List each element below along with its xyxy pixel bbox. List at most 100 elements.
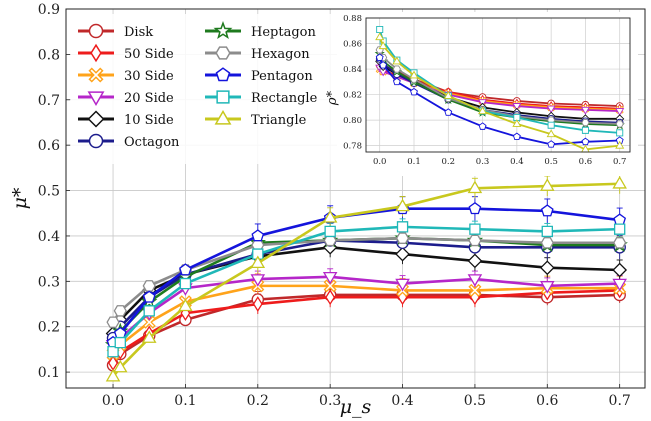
y-tick-label: 0.1 [38, 365, 60, 381]
legend-item-rectangle: Rectangle [205, 90, 318, 106]
data-point-triangle [250, 255, 266, 269]
inset-y-tick-label: 0.78 [343, 142, 362, 152]
legend-label: Pentagon [251, 69, 313, 84]
legend-marker [88, 23, 104, 39]
x-tick-label: 0.4 [391, 393, 413, 409]
series-rectangle [107, 221, 626, 358]
data-point-20-side [540, 281, 555, 294]
data-point-pentagon [251, 229, 265, 242]
y-axis-label: μ* [9, 187, 31, 209]
data-point-triangle [395, 198, 410, 212]
inset-series-group [374, 25, 625, 153]
legend-label: Octagon [124, 135, 180, 150]
inset-y-tick-label: 0.80 [343, 116, 362, 126]
y-tick-label: 0.5 [38, 184, 60, 200]
inset-data-point [512, 132, 521, 141]
inset-data-point [375, 53, 384, 61]
data-point-triangle [322, 210, 338, 223]
legend-marker [87, 91, 105, 106]
data-point-triangle [178, 298, 193, 312]
inset-data-point [581, 119, 590, 127]
data-point-20-side [612, 278, 627, 292]
legend-item-50-side: 50 Side [78, 43, 174, 63]
main-y-ticks: 0.1 0.2 0.3 0.4 0.5 0.6 0.7 0.8 0.9 [38, 2, 70, 381]
y-tick-label: 0.2 [38, 320, 60, 336]
data-point-pentagon [142, 290, 156, 303]
inset-data-point [615, 120, 624, 128]
data-point-10-side [612, 262, 628, 278]
inset-data-point [615, 140, 625, 149]
main-series-group [104, 176, 628, 382]
y-tick-label: 0.9 [38, 2, 60, 18]
inset-data-point [580, 106, 590, 115]
series-line-10-side [111, 245, 620, 335]
inset-series-line [378, 36, 620, 151]
inset-data-point [478, 122, 487, 130]
inset-data-point [444, 108, 453, 116]
legend-item-pentagon: Pentagon [205, 67, 313, 84]
legend-item-hexagon: Hexagon [205, 46, 310, 62]
inset-x-tick-label: 0.1 [407, 157, 421, 167]
inset-x-tick-label: 0.0 [373, 157, 387, 167]
legend-label: Rectangle [251, 91, 318, 106]
main-plot-frame [65, 8, 646, 389]
legend-marker [87, 110, 105, 128]
legend-item-octagon: Octagon [78, 133, 180, 150]
inset-data-point [513, 114, 521, 122]
inset-x-tick-label: 0.2 [442, 157, 456, 167]
series-line-pentagon [112, 207, 620, 344]
data-point-pentagon [468, 202, 482, 215]
data-point-rectangle [143, 305, 155, 317]
y-tick-label: 0.6 [38, 138, 60, 154]
y-tick-label: 0.4 [38, 229, 60, 245]
data-point-10-side [539, 260, 555, 276]
inset-y-tick-label: 0.88 [343, 14, 362, 24]
legend-item-30-side: 30 Side [78, 67, 174, 84]
x-tick-label: 0.0 [102, 393, 124, 409]
data-point-hexagon [468, 234, 482, 247]
data-point-triangle [112, 359, 128, 373]
legend-marker [214, 110, 232, 125]
legend-label: Triangle [251, 113, 307, 128]
legend-item-triangle: Triangle [205, 110, 307, 128]
data-point-triangle [612, 176, 627, 189]
series-line-octagon [111, 239, 620, 339]
data-point-hexagon [540, 237, 554, 249]
inset-data-point [615, 108, 625, 116]
legend: Disk 50 Side 30 Side 20 Side 10 Side Octagon H… [71, 14, 346, 164]
data-point-triangle [141, 330, 157, 343]
legend-marker [216, 90, 230, 104]
inset-series-line [378, 53, 620, 127]
legend-background [71, 14, 346, 164]
x-tick-label: 0.7 [609, 393, 631, 409]
x-tick-label: 0.3 [319, 393, 341, 409]
legend-marker [215, 46, 231, 60]
data-point-triangle [467, 180, 483, 194]
series-line-rectangle [112, 225, 620, 353]
data-point-20-side [250, 274, 266, 287]
inset-series-line [378, 60, 620, 120]
legend-label: Disk [124, 25, 153, 40]
data-point-triangle [540, 178, 555, 191]
inset-frame [365, 17, 631, 153]
y-tick-label: 0.7 [38, 93, 60, 109]
legend-label: 20 Side [124, 91, 174, 106]
inset-data-point [378, 41, 388, 50]
inset-data-point [376, 25, 384, 33]
legend-marker [88, 133, 104, 149]
inset-x-tick-label: 0.5 [544, 157, 558, 167]
legend-marker [90, 43, 102, 63]
inset-data-point [546, 129, 556, 138]
data-point-50-side [325, 289, 336, 306]
inset-data-point [547, 140, 556, 148]
x-tick-label: 0.5 [464, 393, 486, 409]
legend-item-disk: Disk [78, 23, 153, 40]
inset-y-tick-label: 0.86 [343, 40, 362, 50]
main-x-ticks: 0.0 0.1 0.2 0.3 0.4 0.5 0.6 0.7 [102, 384, 631, 409]
inset-data-point [379, 61, 388, 69]
inset-data-point [443, 91, 453, 99]
data-point-rectangle [613, 223, 626, 235]
legend-label: 30 Side [124, 69, 174, 84]
